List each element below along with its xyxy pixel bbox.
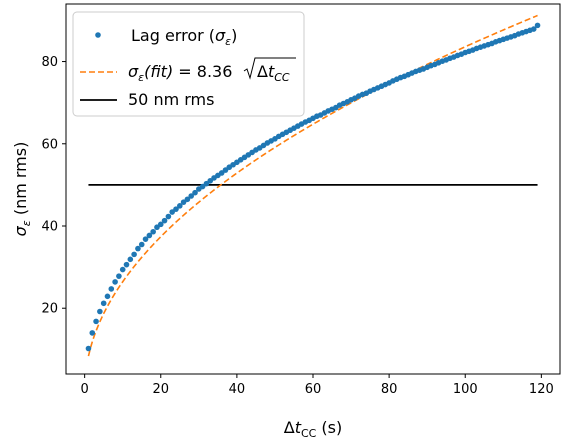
data-point xyxy=(131,251,137,258)
x-tick-label: 60 xyxy=(305,382,322,397)
data-point xyxy=(104,293,111,300)
data-point xyxy=(161,217,168,224)
data-point xyxy=(165,213,172,220)
x-tick-label: 40 xyxy=(229,382,246,397)
data-point xyxy=(116,273,122,279)
data-point xyxy=(530,26,537,32)
data-point xyxy=(184,196,191,203)
y-tick-label: 20 xyxy=(41,302,58,317)
points-layer xyxy=(85,22,541,352)
y-axis-label: σε (nm rms) xyxy=(11,142,33,237)
data-point xyxy=(142,236,149,242)
x-axis-label: ΔtCC (s) xyxy=(284,418,343,440)
fit-layer xyxy=(87,14,538,357)
data-point xyxy=(150,228,156,235)
data-point xyxy=(100,300,107,307)
data-point xyxy=(138,241,145,248)
x-tick-label: 20 xyxy=(152,382,169,397)
y-tick-label: 80 xyxy=(41,55,58,70)
legend-fit-sqrt-sign xyxy=(243,57,296,80)
data-point xyxy=(173,206,179,212)
legend-box xyxy=(72,11,305,117)
data-point xyxy=(135,245,141,252)
legend-fit-sqrt-content: ΔtCC xyxy=(257,62,290,84)
data-point xyxy=(218,170,225,176)
data-point xyxy=(154,224,160,231)
data-point xyxy=(207,177,214,184)
data-point xyxy=(177,203,183,209)
data-point xyxy=(85,345,92,352)
data-point xyxy=(123,261,130,268)
data-point xyxy=(89,330,96,336)
data-point xyxy=(180,199,187,205)
data-point xyxy=(112,279,118,285)
x-tick-label: 100 xyxy=(453,382,478,397)
legend-lag-marker xyxy=(95,32,101,38)
legend-threshold-label: 50 nm rms xyxy=(128,90,214,109)
data-point xyxy=(97,308,103,315)
legend: Lag error (σε) σε(fit) = 8.36 ΔtCC 50 nm… xyxy=(72,11,305,117)
y-axis-ticks: 20 40 60 80 xyxy=(41,55,66,317)
data-point xyxy=(203,180,210,187)
data-point xyxy=(127,256,134,263)
data-point xyxy=(108,286,115,292)
data-point xyxy=(146,232,153,239)
fit-curve xyxy=(87,14,538,357)
data-point xyxy=(199,183,206,190)
data-point xyxy=(188,193,195,199)
data-point xyxy=(192,189,198,196)
y-tick-label: 40 xyxy=(41,220,58,235)
data-point xyxy=(119,266,126,273)
data-point xyxy=(93,318,99,325)
y-tick-label: 60 xyxy=(41,137,58,152)
x-tick-label: 120 xyxy=(529,382,554,397)
legend-fit-label: σε(fit) = 8.36 xyxy=(128,62,232,84)
plot-area xyxy=(85,14,541,357)
data-point xyxy=(222,167,229,173)
data-point xyxy=(534,22,541,29)
data-point xyxy=(169,209,175,215)
data-point xyxy=(157,221,164,228)
x-tick-label: 80 xyxy=(381,382,398,397)
x-tick-label: 0 xyxy=(81,382,89,397)
x-axis-ticks: 0 20 40 60 80 100 120 xyxy=(81,374,554,397)
legend-lag-label: Lag error (σε) xyxy=(131,26,237,48)
